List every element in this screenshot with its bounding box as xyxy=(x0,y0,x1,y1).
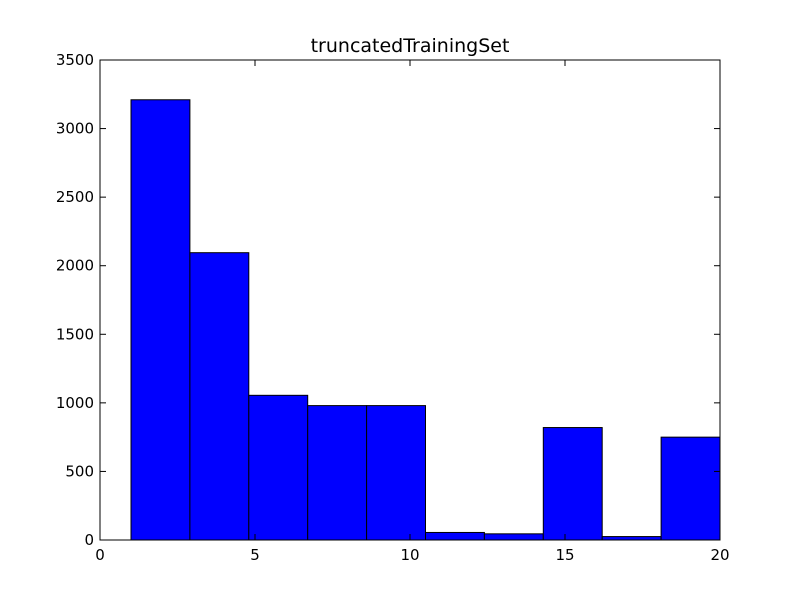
x-tick-label: 15 xyxy=(555,546,574,564)
x-tick-label: 5 xyxy=(250,546,260,564)
x-tick-label: 20 xyxy=(710,546,729,564)
x-tick-label: 0 xyxy=(95,546,105,564)
y-tick-label: 0 xyxy=(84,531,94,549)
histogram-bar xyxy=(366,405,427,541)
histogram-bar xyxy=(601,536,662,541)
y-tick-label: 2000 xyxy=(56,257,94,275)
histogram-bar xyxy=(425,531,485,541)
ticks-group: 0 5 10 15 20 0 500 1000 1500 2000 2500 3000 3500 xyxy=(56,51,730,564)
histogram-bar xyxy=(542,427,603,541)
bars-group xyxy=(130,99,721,541)
histogram-bar xyxy=(248,394,309,541)
histogram-bar xyxy=(660,436,721,541)
chart-title: truncatedTrainingSet xyxy=(311,35,510,57)
y-tick-label: 1500 xyxy=(56,325,94,343)
y-tick-label: 3500 xyxy=(56,51,94,69)
histogram-bar xyxy=(483,533,544,541)
histogram-bar xyxy=(189,252,250,541)
histogram-bar xyxy=(307,405,368,541)
y-tick-label: 3000 xyxy=(56,120,94,138)
y-tick-label: 1000 xyxy=(56,394,94,412)
histogram-bar xyxy=(130,99,191,541)
y-tick-label: 500 xyxy=(65,462,94,480)
y-tick-label: 2500 xyxy=(56,188,94,206)
x-tick-label: 10 xyxy=(400,546,419,564)
